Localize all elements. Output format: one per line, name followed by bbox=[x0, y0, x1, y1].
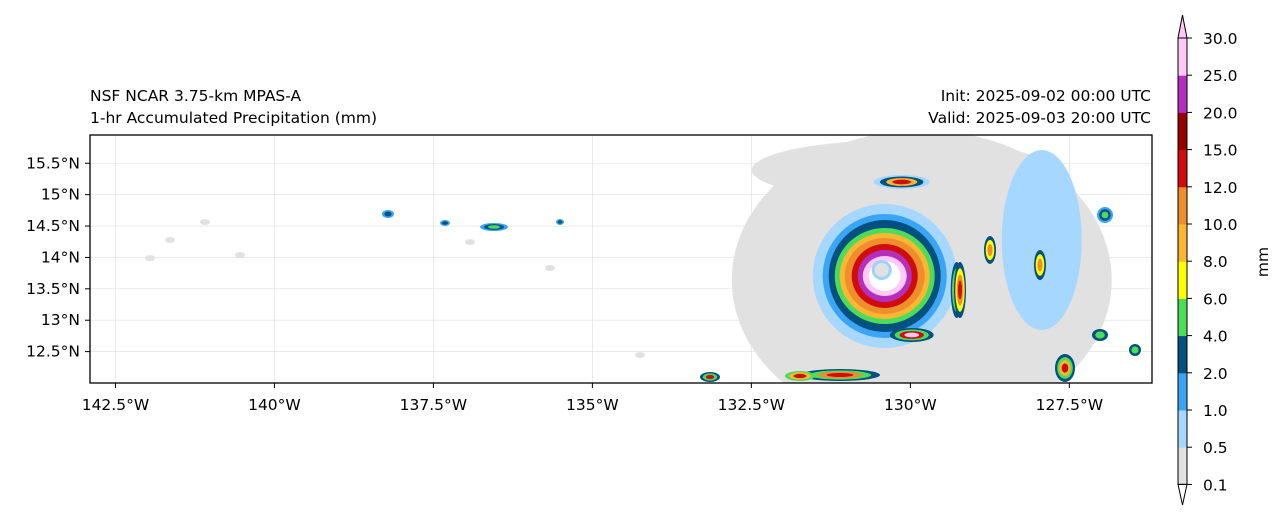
precip-cell bbox=[892, 179, 912, 185]
precip-cell bbox=[557, 220, 563, 224]
colorbar-tick-label: 1.0 bbox=[1203, 402, 1228, 420]
lat-tick-label: 15°N bbox=[41, 186, 80, 204]
colorbar-tick-label: 8.0 bbox=[1203, 253, 1228, 271]
precip-cell bbox=[904, 332, 920, 338]
lon-tick-label: 140°W bbox=[248, 396, 301, 414]
precip-cell bbox=[705, 374, 715, 380]
colorbar: 0.1 0.5 1.0 2.0 4.0 6.0 8.0 10.0 12.0 15.0 20.0 25.… bbox=[1177, 14, 1238, 506]
precip-patch bbox=[980, 267, 990, 273]
colorbar-extend-max bbox=[1177, 14, 1188, 39]
lon-tick-label: 127.5°W bbox=[1036, 396, 1103, 414]
precip-band bbox=[1001, 149, 1082, 330]
colorbar-segment bbox=[1178, 186, 1187, 225]
precip-cell bbox=[1037, 258, 1043, 272]
axis-ticks: 142.5°W 140°W 137.5°W 135°W 132.5°W 130°W 127.… bbox=[26, 154, 1103, 414]
map-frame bbox=[89, 134, 1153, 384]
colorbar-tick-label: 6.0 bbox=[1203, 290, 1228, 308]
colorbar-segment bbox=[1178, 447, 1187, 485]
precip-cell bbox=[1061, 363, 1069, 373]
colorbar-segment bbox=[1178, 149, 1187, 188]
precip-patch bbox=[200, 219, 210, 225]
lat-tick-label: 12.5°N bbox=[26, 343, 80, 361]
precip-cell bbox=[958, 280, 962, 300]
precip-cell bbox=[793, 373, 807, 379]
precip-cell bbox=[826, 373, 854, 377]
colorbar-tick-label: 2.0 bbox=[1203, 365, 1228, 383]
precip-patch bbox=[235, 252, 245, 258]
precipitation-field bbox=[145, 135, 1141, 383]
colorbar-segment bbox=[1178, 38, 1187, 76]
precip-patch bbox=[465, 239, 475, 245]
colorbar-segment bbox=[1178, 335, 1187, 374]
colorbar-tick-label: 10.0 bbox=[1203, 216, 1238, 234]
colorbar-segment bbox=[1178, 224, 1187, 262]
colorbar-tick-label: 0.1 bbox=[1203, 476, 1228, 494]
precip-cell bbox=[488, 225, 500, 229]
precip-patch bbox=[145, 255, 155, 261]
precip-cell bbox=[987, 244, 993, 256]
colorbar-segment bbox=[1178, 261, 1187, 299]
precip-patch bbox=[545, 265, 555, 271]
lon-tick-label: 130°W bbox=[884, 396, 937, 414]
lon-tick-label: 137.5°W bbox=[400, 396, 467, 414]
colorbar-segment bbox=[1178, 298, 1187, 337]
title-model: NSF NCAR 3.75-km MPAS-A bbox=[90, 87, 302, 105]
colorbar-tick-label: 20.0 bbox=[1203, 104, 1238, 122]
colorbar-segment bbox=[1178, 410, 1187, 448]
lon-tick-label: 132.5°W bbox=[718, 396, 785, 414]
lon-tick-label: 142.5°W bbox=[82, 396, 149, 414]
title-init: Init: 2025-09-02 00:00 UTC bbox=[941, 87, 1151, 105]
colorbar-tick-label: 12.0 bbox=[1203, 179, 1238, 197]
lat-tick-label: 15.5°N bbox=[26, 154, 80, 172]
colorbar-segment bbox=[1178, 75, 1187, 113]
storm-eye bbox=[874, 262, 889, 277]
colorbar-segment bbox=[1178, 372, 1187, 411]
lat-tick-label: 14.5°N bbox=[26, 217, 80, 235]
colorbar-tick-label: 4.0 bbox=[1203, 328, 1228, 346]
title-field: 1-hr Accumulated Precipitation (mm) bbox=[90, 109, 377, 127]
precip-patch bbox=[995, 327, 1005, 333]
colorbar-tick-label: 25.0 bbox=[1203, 67, 1238, 85]
colorbar-label: mm bbox=[1254, 247, 1272, 277]
precip-cell bbox=[442, 221, 448, 225]
colorbar-tick-label: 15.0 bbox=[1203, 142, 1238, 160]
precip-patch bbox=[635, 352, 645, 358]
precip-cell bbox=[1101, 211, 1109, 219]
lat-tick-label: 14°N bbox=[41, 248, 80, 266]
colorbar-extend-min bbox=[1177, 483, 1188, 506]
precip-cell bbox=[384, 211, 392, 217]
precip-patch bbox=[165, 237, 175, 243]
colorbar-tick-label: 0.5 bbox=[1203, 439, 1228, 457]
lat-tick-label: 13°N bbox=[41, 311, 80, 329]
lat-tick-label: 13.5°N bbox=[26, 280, 80, 298]
precip-band bbox=[751, 139, 1052, 200]
colorbar-segment bbox=[1178, 112, 1187, 151]
lon-tick-label: 135°W bbox=[566, 396, 619, 414]
precip-cell bbox=[1095, 331, 1105, 339]
colorbar-tick-label: 30.0 bbox=[1203, 30, 1238, 48]
title-valid: Valid: 2025-09-03 20:00 UTC bbox=[928, 109, 1151, 127]
precip-cell bbox=[1131, 346, 1139, 354]
